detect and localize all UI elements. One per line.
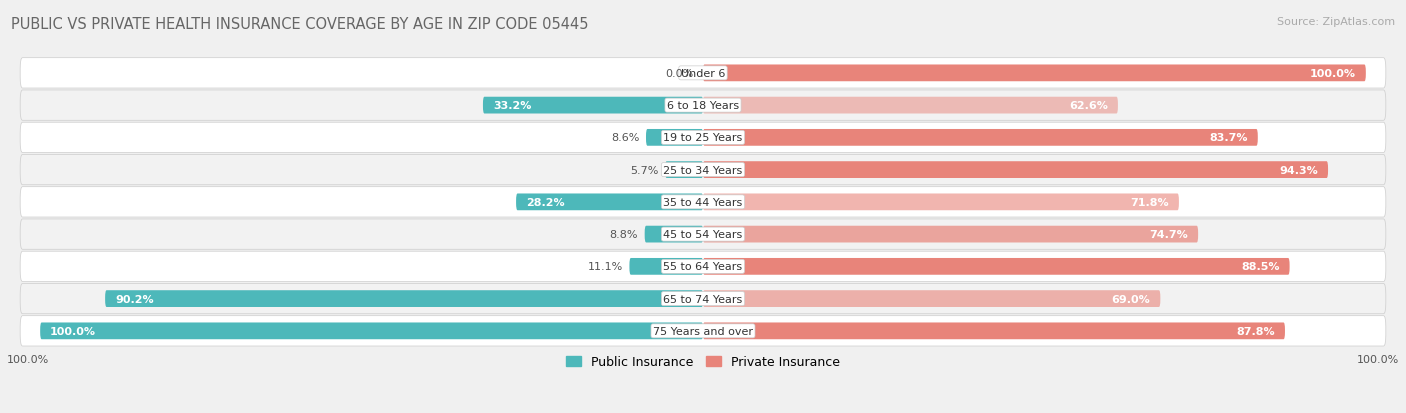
Text: Under 6: Under 6 xyxy=(681,69,725,78)
FancyBboxPatch shape xyxy=(516,194,703,211)
Text: 100.0%: 100.0% xyxy=(51,326,96,336)
Text: 5.7%: 5.7% xyxy=(630,165,658,175)
FancyBboxPatch shape xyxy=(20,316,1386,346)
Text: PUBLIC VS PRIVATE HEALTH INSURANCE COVERAGE BY AGE IN ZIP CODE 05445: PUBLIC VS PRIVATE HEALTH INSURANCE COVER… xyxy=(11,17,589,31)
FancyBboxPatch shape xyxy=(703,226,1198,243)
FancyBboxPatch shape xyxy=(20,284,1386,314)
Text: 65 to 74 Years: 65 to 74 Years xyxy=(664,294,742,304)
FancyBboxPatch shape xyxy=(20,123,1386,153)
FancyBboxPatch shape xyxy=(703,259,1289,275)
FancyBboxPatch shape xyxy=(665,162,703,178)
Text: 6 to 18 Years: 6 to 18 Years xyxy=(666,101,740,111)
Text: 69.0%: 69.0% xyxy=(1112,294,1150,304)
Text: 62.6%: 62.6% xyxy=(1069,101,1108,111)
Text: 28.2%: 28.2% xyxy=(526,197,565,207)
FancyBboxPatch shape xyxy=(482,97,703,114)
FancyBboxPatch shape xyxy=(703,65,1365,82)
Text: 100.0%: 100.0% xyxy=(7,354,49,364)
FancyBboxPatch shape xyxy=(703,323,1285,339)
Text: 75 Years and over: 75 Years and over xyxy=(652,326,754,336)
Text: Source: ZipAtlas.com: Source: ZipAtlas.com xyxy=(1277,17,1395,26)
FancyBboxPatch shape xyxy=(703,162,1329,178)
FancyBboxPatch shape xyxy=(703,290,1160,307)
FancyBboxPatch shape xyxy=(20,91,1386,121)
FancyBboxPatch shape xyxy=(645,130,703,146)
Text: 90.2%: 90.2% xyxy=(115,294,153,304)
FancyBboxPatch shape xyxy=(20,252,1386,282)
FancyBboxPatch shape xyxy=(20,155,1386,185)
Text: 100.0%: 100.0% xyxy=(1357,354,1399,364)
FancyBboxPatch shape xyxy=(105,290,703,307)
Text: 19 to 25 Years: 19 to 25 Years xyxy=(664,133,742,143)
FancyBboxPatch shape xyxy=(703,97,1118,114)
FancyBboxPatch shape xyxy=(20,59,1386,89)
Text: 33.2%: 33.2% xyxy=(494,101,531,111)
Legend: Public Insurance, Private Insurance: Public Insurance, Private Insurance xyxy=(561,351,845,373)
Text: 71.8%: 71.8% xyxy=(1130,197,1168,207)
Text: 45 to 54 Years: 45 to 54 Years xyxy=(664,230,742,240)
Text: 100.0%: 100.0% xyxy=(1310,69,1355,78)
FancyBboxPatch shape xyxy=(645,226,703,243)
FancyBboxPatch shape xyxy=(703,130,1258,146)
Text: 55 to 64 Years: 55 to 64 Years xyxy=(664,262,742,272)
Text: 88.5%: 88.5% xyxy=(1241,262,1279,272)
Text: 87.8%: 87.8% xyxy=(1236,326,1275,336)
Text: 8.8%: 8.8% xyxy=(610,230,638,240)
Text: 8.6%: 8.6% xyxy=(612,133,640,143)
FancyBboxPatch shape xyxy=(20,187,1386,218)
FancyBboxPatch shape xyxy=(630,259,703,275)
Text: 25 to 34 Years: 25 to 34 Years xyxy=(664,165,742,175)
Text: 74.7%: 74.7% xyxy=(1150,230,1188,240)
FancyBboxPatch shape xyxy=(20,219,1386,250)
FancyBboxPatch shape xyxy=(41,323,703,339)
Text: 83.7%: 83.7% xyxy=(1209,133,1249,143)
Text: 35 to 44 Years: 35 to 44 Years xyxy=(664,197,742,207)
FancyBboxPatch shape xyxy=(703,194,1178,211)
Text: 0.0%: 0.0% xyxy=(665,69,693,78)
Text: 94.3%: 94.3% xyxy=(1279,165,1317,175)
Text: 11.1%: 11.1% xyxy=(588,262,623,272)
